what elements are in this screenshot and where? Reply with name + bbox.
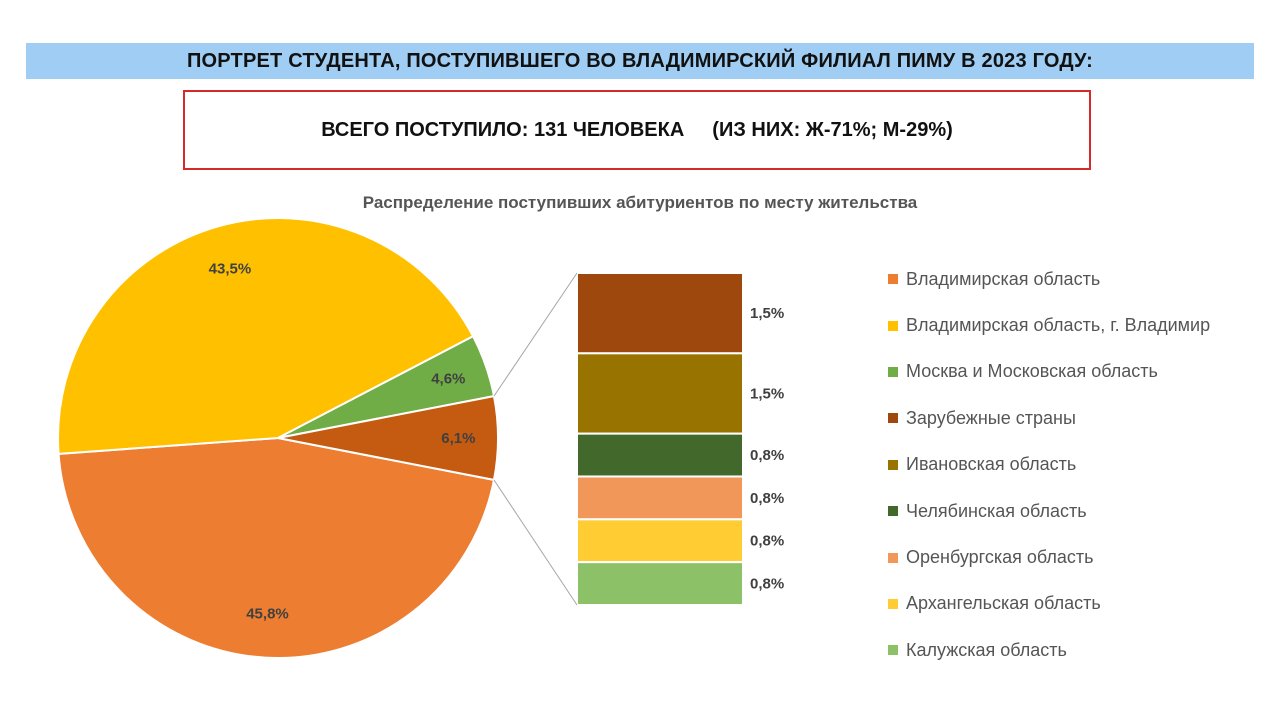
bar-segment-label-2: 1,5%: [750, 385, 784, 402]
bar-segment-ивановская-область: [576, 352, 744, 435]
bar-segment-архангельская-область: [576, 518, 744, 564]
bar-segment-калужская-область: [576, 561, 744, 607]
legend-swatch: [888, 598, 898, 609]
legend-label: Ивановская область: [906, 454, 1077, 475]
legend-item-владимирская-область-г-владимир: Владимирская область, г. Владимир: [888, 302, 1210, 348]
legend-item-калужская-область: Калужская область: [888, 627, 1210, 673]
pie-slice-label-4: 6,1%: [441, 430, 475, 447]
summary-box: ВСЕГО ПОСТУПИЛО: 131 ЧЕЛОВЕКА (ИЗ НИХ: Ж…: [183, 90, 1091, 170]
legend-swatch: [888, 552, 898, 563]
legend-swatch: [888, 366, 898, 377]
legend-label: Челябинская область: [906, 500, 1087, 521]
bar-segment-label-4: 0,8%: [750, 490, 784, 507]
pie-slice-label-1: 45,8%: [246, 606, 289, 623]
summary-total: ВСЕГО ПОСТУПИЛО: 131 ЧЕЛОВЕКА: [321, 118, 685, 141]
pie-slice-label-2: 43,5%: [209, 261, 252, 278]
legend-swatch: [888, 459, 898, 470]
header-bar: ПОРТРЕТ СТУДЕНТА, ПОСТУПИВШЕГО ВО ВЛАДИМ…: [26, 43, 1254, 79]
bar-segment-челябинская-область: [576, 432, 744, 478]
pie-slice-2: [57, 217, 475, 455]
page-title: ПОРТРЕТ СТУДЕНТА, ПОСТУПИВШЕГО ВО ВЛАДИМ…: [186, 49, 1094, 72]
legend-item-ивановская-область: Ивановская область: [888, 442, 1210, 488]
legend-item-оренбургская-область: Оренбургская область: [888, 534, 1210, 580]
legend-label: Зарубежные страны: [906, 407, 1076, 428]
legend-item-москва-и-московская-область: Москва и Московская область: [888, 349, 1210, 395]
legend-swatch: [888, 506, 898, 517]
legend-label: Владимирская область: [906, 268, 1101, 289]
connector-line-bottom: [493, 272, 578, 397]
legend-item-владимирская-область: Владимирская область: [888, 256, 1210, 302]
pie-slice-label-3: 4,6%: [431, 370, 465, 387]
chart-legend: Владимирская область Владимирская область…: [888, 256, 1210, 674]
bar-segment-зарубежные-страны: [576, 272, 744, 355]
summary-gender: (ИЗ НИХ: Ж-71%; М-29%): [712, 118, 953, 141]
legend-swatch: [888, 645, 898, 656]
legend-label: Калужская область: [906, 639, 1067, 660]
legend-item-челябинская-область: Челябинская область: [888, 488, 1210, 534]
legend-swatch: [888, 320, 898, 331]
bar-segment-оренбургская-область: [576, 475, 744, 521]
legend-item-зарубежные-страны: Зарубежные страны: [888, 395, 1210, 441]
bar-segment-label-1: 1,5%: [750, 305, 784, 322]
bar-segment-label-6: 0,8%: [750, 576, 784, 593]
legend-label: Оренбургская область: [906, 547, 1094, 568]
legend-item-архангельская-область: Архангельская область: [888, 581, 1210, 627]
bar-segment-label-5: 0,8%: [750, 533, 784, 550]
connector-line-top: [493, 479, 578, 606]
pie-slice-1: [57, 436, 496, 659]
bar-segment-label-3: 0,8%: [750, 447, 784, 464]
legend-label: Архангельская область: [906, 593, 1101, 614]
legend-swatch: [888, 413, 898, 424]
legend-label: Москва и Московская область: [906, 361, 1158, 382]
legend-label: Владимирская область, г. Владимир: [906, 315, 1211, 336]
legend-swatch: [888, 274, 898, 285]
chart-title: Распределение поступивших абитуриентов п…: [362, 193, 918, 212]
pie-slice-4: [277, 394, 499, 482]
